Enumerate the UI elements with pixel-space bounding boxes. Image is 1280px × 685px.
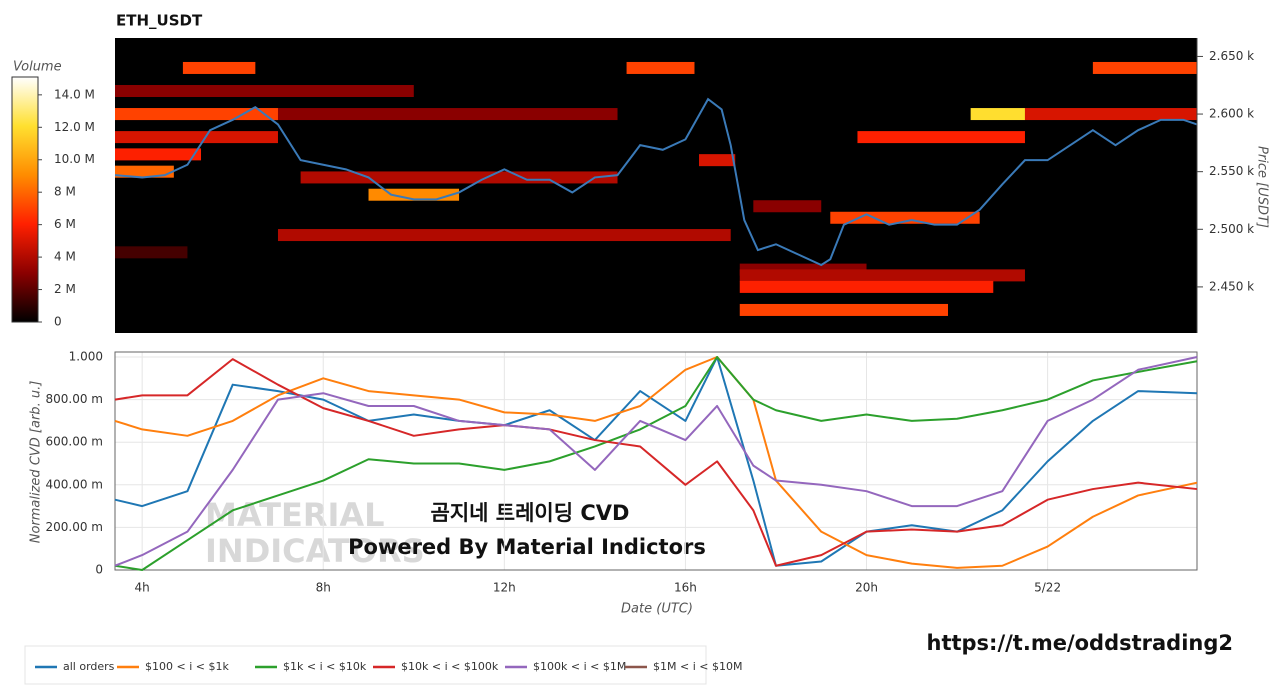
heatmap-band bbox=[115, 85, 414, 98]
plot-frame bbox=[114, 351, 1198, 571]
y-tick-label: 600.00 m bbox=[46, 435, 104, 449]
x-tick-label: 4h bbox=[135, 581, 150, 595]
heatmap-band bbox=[115, 131, 278, 144]
watermark-subtitle: Powered By Material Indictors bbox=[348, 535, 706, 559]
y-tick-label: 2.650 k bbox=[1209, 49, 1254, 63]
x-tick-label: 5/22 bbox=[1034, 581, 1061, 595]
y-tick-label: 2.500 k bbox=[1209, 222, 1254, 236]
colorbar-tick-label: 0 bbox=[54, 315, 62, 329]
y-axis-label: Price [USDT] bbox=[1255, 146, 1270, 228]
colorbar-tick-label: 14.0 M bbox=[54, 87, 95, 101]
heatmap-band bbox=[277, 229, 731, 242]
heatmap-band bbox=[857, 131, 1025, 144]
colorbar-tick-label: 4 M bbox=[54, 250, 76, 264]
heatmap-band bbox=[300, 171, 618, 184]
heatmap-band bbox=[739, 280, 994, 293]
colorbar-tick-label: 8 M bbox=[54, 185, 76, 199]
heatmap-band bbox=[115, 108, 278, 121]
legend-box bbox=[24, 645, 707, 685]
colorbar-tick-label: 10.0 M bbox=[54, 152, 95, 166]
logo-watermark: INDICATORS bbox=[205, 532, 425, 570]
heatmap-band bbox=[115, 148, 202, 161]
x-axis-label: Date (UTC) bbox=[621, 602, 693, 617]
heatmap-band bbox=[753, 200, 822, 213]
heatmap-band bbox=[1092, 61, 1197, 74]
heatmap-band bbox=[115, 246, 188, 259]
colorbar-tick-label: 12.0 M bbox=[54, 120, 95, 134]
legend-label: $1M < i < $10M bbox=[653, 660, 742, 673]
legend-label: $1k < i < $10k bbox=[283, 660, 367, 673]
watermark-title: 곰지네 트레이딩 CVD bbox=[431, 501, 630, 525]
legend-label: $100 < i < $1k bbox=[145, 660, 229, 673]
colorbar-tick-label: 2 M bbox=[54, 282, 76, 296]
heatmap-band bbox=[115, 165, 174, 178]
y-axis-label: Normalized CVD [arb. u.] bbox=[29, 381, 44, 544]
chart-title: ETH_USDT bbox=[116, 12, 203, 30]
series-line bbox=[114, 356, 1198, 569]
legend-label: $100k < i < $1M bbox=[533, 660, 626, 673]
heatmap-band bbox=[739, 303, 949, 316]
heatmap bbox=[115, 61, 1197, 316]
heatmap-band bbox=[970, 108, 1025, 121]
series-line bbox=[114, 358, 1198, 567]
heatmap-band bbox=[1024, 108, 1197, 121]
colorbar-label: Volume bbox=[13, 60, 62, 75]
y-tick-label: 2.600 k bbox=[1209, 107, 1254, 121]
x-tick-label: 16h bbox=[674, 581, 697, 595]
heatmap-band bbox=[699, 154, 736, 167]
colorbar bbox=[11, 76, 39, 323]
x-tick-label: 8h bbox=[316, 581, 331, 595]
y-tick-label: 400.00 m bbox=[46, 477, 104, 491]
logo-watermark: MATERIAL bbox=[205, 496, 385, 534]
series-line bbox=[114, 356, 1198, 571]
price-line bbox=[115, 97, 1197, 267]
heatmap-background bbox=[115, 38, 1197, 333]
legend-label: $10k < i < $100k bbox=[401, 660, 499, 673]
x-tick-label: 20h bbox=[855, 581, 878, 595]
heatmap-band bbox=[182, 61, 256, 74]
series-line bbox=[114, 356, 1198, 567]
heatmap-band bbox=[368, 188, 460, 201]
y-tick-label: 2.550 k bbox=[1209, 164, 1254, 178]
y-tick-label: 0 bbox=[95, 563, 103, 577]
heatmap-band bbox=[626, 61, 695, 74]
x-tick-label: 12h bbox=[493, 581, 516, 595]
y-tick-label: 800.00 m bbox=[46, 392, 104, 406]
heatmap-band bbox=[739, 269, 1025, 282]
legend-label: all orders bbox=[63, 660, 115, 673]
y-tick-label: 2.450 k bbox=[1209, 279, 1254, 293]
url: https://t.me/oddstrading2 bbox=[927, 631, 1234, 655]
y-tick-label: 200.00 m bbox=[46, 520, 104, 534]
y-tick-label: 1.000 bbox=[69, 350, 103, 364]
colorbar-tick-label: 6 M bbox=[54, 217, 76, 231]
